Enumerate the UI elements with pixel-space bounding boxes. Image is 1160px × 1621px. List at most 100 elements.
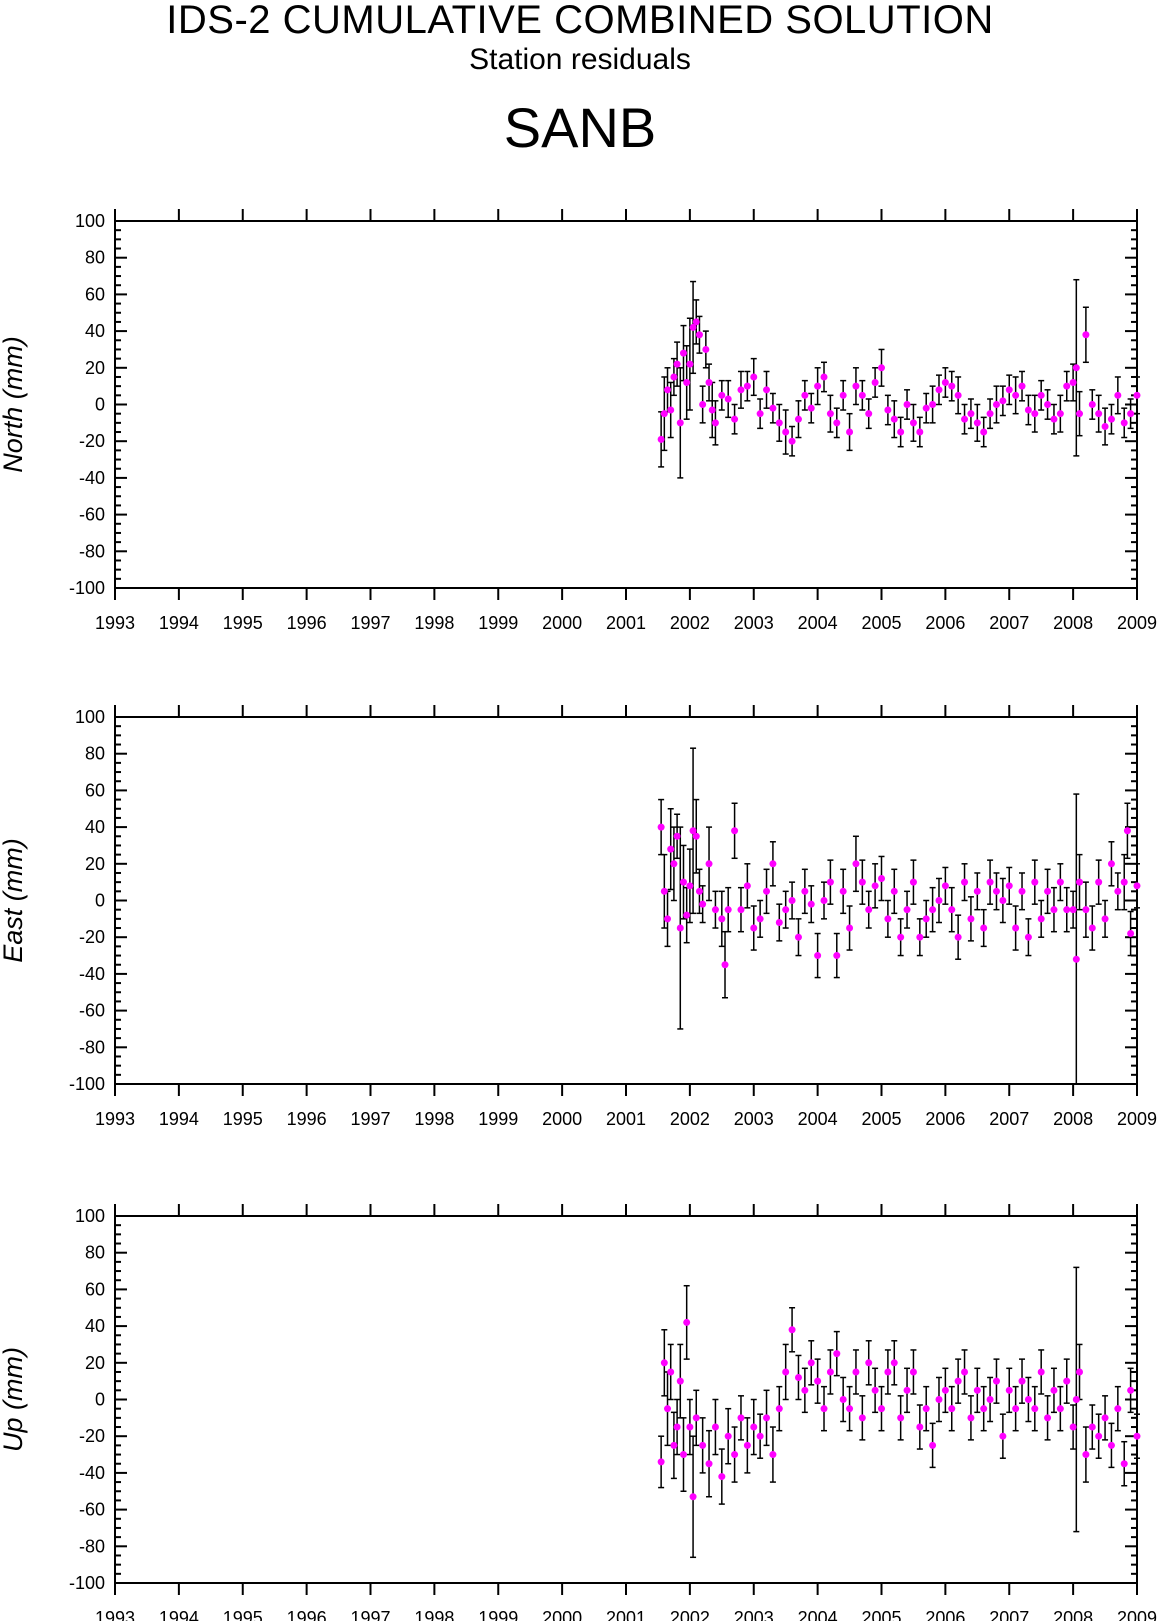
east-data-point xyxy=(782,906,790,914)
up-data-point xyxy=(743,1441,751,1449)
north-data-point xyxy=(686,360,694,368)
north-data-point xyxy=(667,406,675,414)
east-data-point xyxy=(689,827,697,835)
north-ytick-label: 20 xyxy=(85,358,105,378)
north-data-point xyxy=(743,382,751,390)
up-data-point xyxy=(865,1359,873,1367)
north-ytick-label: -60 xyxy=(79,505,105,525)
north-data-point xyxy=(689,323,697,331)
up-xtick-label: 2009 xyxy=(1117,1608,1157,1621)
up-data-point xyxy=(1031,1405,1039,1413)
north-ytick-label: -100 xyxy=(69,578,105,598)
north-data-point xyxy=(846,428,854,436)
up-data-point xyxy=(679,1451,687,1459)
north-data-point xyxy=(692,318,700,326)
north-data-point xyxy=(1050,415,1058,423)
east-data-point xyxy=(941,882,949,890)
north-data-point xyxy=(973,419,981,427)
up-data-point xyxy=(1095,1432,1103,1440)
east-xtick-label: 2000 xyxy=(542,1109,582,1129)
up-data-point xyxy=(820,1405,828,1413)
east-ytick-label: 20 xyxy=(85,854,105,874)
north-data-point xyxy=(801,391,809,399)
north-ytick-label: 80 xyxy=(85,248,105,268)
up-data-point xyxy=(1069,1423,1077,1431)
north-data-point xyxy=(1069,378,1077,386)
east-data-point xyxy=(676,924,684,932)
north-xtick-label: 1993 xyxy=(95,613,135,633)
east-ytick-label: 60 xyxy=(85,780,105,800)
up-data-point xyxy=(788,1326,796,1334)
north-xtick-label: 2002 xyxy=(670,613,710,633)
east-data-point xyxy=(718,915,726,923)
east-data-point xyxy=(878,874,885,882)
north-plot-frame xyxy=(114,220,1138,589)
up-data-point xyxy=(692,1414,700,1422)
north-data-point xyxy=(657,435,665,443)
north-data-point xyxy=(683,378,691,386)
up-ylabel: Up (mm) xyxy=(0,1347,28,1452)
east-data-point xyxy=(1076,878,1084,886)
east-data-point xyxy=(711,906,719,914)
up-data-point xyxy=(878,1405,885,1413)
north-data-point xyxy=(1095,410,1103,418)
north-data-point xyxy=(673,360,681,368)
north-data-point xyxy=(1056,410,1064,418)
north-xtick-label: 1995 xyxy=(223,613,263,633)
north-data-point xyxy=(763,386,771,394)
north-ytick-label: -20 xyxy=(79,431,105,451)
up-data-point xyxy=(954,1377,962,1385)
east-data-point xyxy=(1031,878,1039,886)
north-data-point xyxy=(948,382,956,390)
east-data-point xyxy=(1133,882,1141,890)
east-data-point xyxy=(699,900,707,908)
up-data-point xyxy=(814,1377,822,1385)
station-name: SANB xyxy=(503,96,657,159)
up-data-point xyxy=(1114,1405,1122,1413)
up-data-point xyxy=(973,1386,981,1394)
east-xtick-label: 1996 xyxy=(287,1109,327,1129)
north-data-point xyxy=(820,373,828,381)
up-data-point xyxy=(1076,1368,1084,1376)
up-xtick-label: 1999 xyxy=(478,1608,518,1621)
north-data-point xyxy=(986,410,994,418)
north-data-point xyxy=(1133,391,1141,399)
up-xtick-label: 2001 xyxy=(606,1608,646,1621)
east-ytick-label: 0 xyxy=(95,891,105,911)
north-xtick-label: 2007 xyxy=(989,613,1029,633)
east-data-point xyxy=(833,952,841,960)
north-data-point xyxy=(967,410,975,418)
north-xtick-label: 2006 xyxy=(925,613,965,633)
north-data-point xyxy=(929,401,937,408)
up-data-point xyxy=(1088,1423,1096,1431)
east-xtick-label: 1995 xyxy=(223,1109,263,1129)
north-data-point xyxy=(909,419,917,427)
north-data-point xyxy=(992,401,1000,408)
up-data-point xyxy=(676,1377,684,1385)
up-data-point xyxy=(686,1423,694,1431)
north-data-point xyxy=(1037,391,1045,399)
east-data-point xyxy=(769,860,777,868)
up-data-point xyxy=(961,1368,969,1376)
up-data-point xyxy=(657,1458,665,1466)
north-data-point xyxy=(833,419,841,427)
east-data-point xyxy=(826,878,834,886)
east-plot-frame xyxy=(114,716,1138,1085)
up-data-point xyxy=(1044,1414,1052,1422)
north-data-point xyxy=(711,419,719,427)
up-data-point xyxy=(1072,1396,1080,1403)
north-data-point xyxy=(1063,382,1071,390)
north-data-point xyxy=(1024,406,1032,414)
up-xtick-label: 2006 xyxy=(925,1608,965,1621)
east-data-point xyxy=(756,915,764,923)
north-xtick-label: 2005 xyxy=(861,613,901,633)
east-data-point xyxy=(1044,887,1052,895)
north-data-point xyxy=(1005,386,1013,394)
north-data-point xyxy=(782,428,790,436)
up-data-point xyxy=(967,1414,975,1422)
east-data-point xyxy=(992,887,1000,895)
east-data-point xyxy=(788,897,796,904)
north-data-point xyxy=(858,391,866,399)
up-data-point xyxy=(763,1414,771,1422)
